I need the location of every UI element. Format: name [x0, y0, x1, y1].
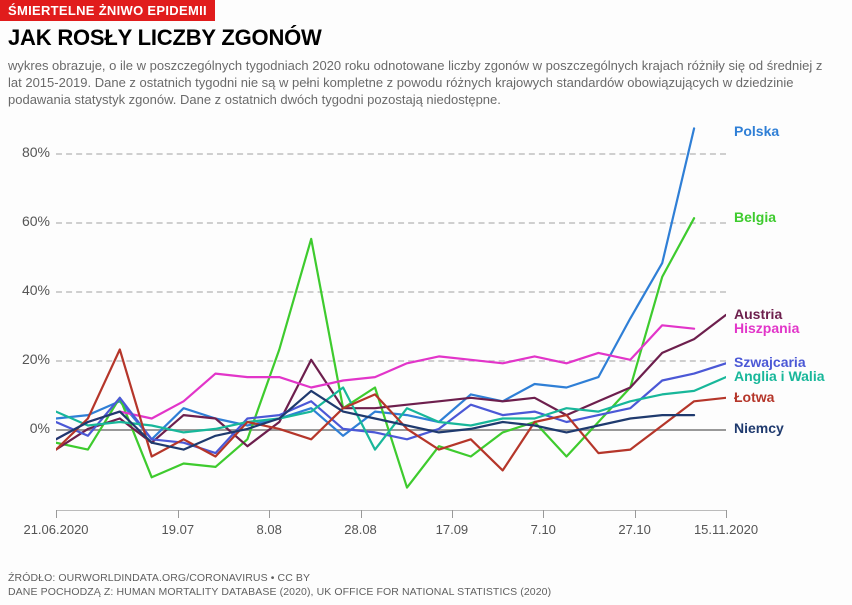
series-line: [56, 128, 694, 439]
series-label: Łotwa: [734, 389, 774, 405]
x-tick-label: 27.10: [618, 522, 651, 537]
series-label: Anglia i Walia: [734, 368, 825, 384]
x-tick: [635, 510, 636, 518]
chart-title: JAK ROSŁY LICZBY ZGONÓW: [8, 25, 852, 51]
chart-area: 0% 20% 40% 60% 80% 21.06.2020 19.07 8.08 28.08 1…: [6, 118, 846, 550]
header-banner: ŚMIERTELNE ŻNIWO EPIDEMII: [0, 0, 215, 21]
x-axis-line: [56, 510, 726, 511]
x-tick-label: 28.08: [344, 522, 377, 537]
x-tick: [726, 510, 727, 518]
series-label: Niemcy: [734, 420, 784, 436]
y-tick-label: 80%: [6, 144, 50, 160]
x-tick-label: 15.11.2020: [694, 522, 758, 537]
source-attribution: ŹRÓDŁO: OURWORLDINDATA.ORG/CORONAVIRUS •…: [8, 571, 551, 599]
x-tick-label: 19.07: [162, 522, 195, 537]
source-line-1: ŹRÓDŁO: OURWORLDINDATA.ORG/CORONAVIRUS •…: [8, 571, 551, 585]
x-tick: [56, 510, 57, 518]
x-tick: [269, 510, 270, 518]
chart-lines: [56, 118, 726, 502]
series-line: [56, 391, 694, 450]
x-tick: [452, 510, 453, 518]
y-tick-label: 60%: [6, 213, 50, 229]
y-tick-label: 20%: [6, 351, 50, 367]
y-tick-label: 40%: [6, 282, 50, 298]
x-tick: [543, 510, 544, 518]
chart-description: wykres obrazuje, o ile w poszczególnych …: [0, 57, 852, 108]
x-tick-label: 21.06.2020: [23, 522, 88, 537]
x-tick: [178, 510, 179, 518]
series-label: Belgia: [734, 209, 776, 225]
y-tick-label: 0%: [6, 420, 50, 436]
source-line-2: DANE POCHODZĄ Z: HUMAN MORTALITY DATABAS…: [8, 585, 551, 599]
x-tick: [361, 510, 362, 518]
x-tick-label: 8.08: [257, 522, 282, 537]
x-tick-label: 7.10: [531, 522, 556, 537]
series-label: Polska: [734, 123, 779, 139]
x-tick-label: 17.09: [436, 522, 469, 537]
series-label: Hiszpania: [734, 320, 799, 336]
